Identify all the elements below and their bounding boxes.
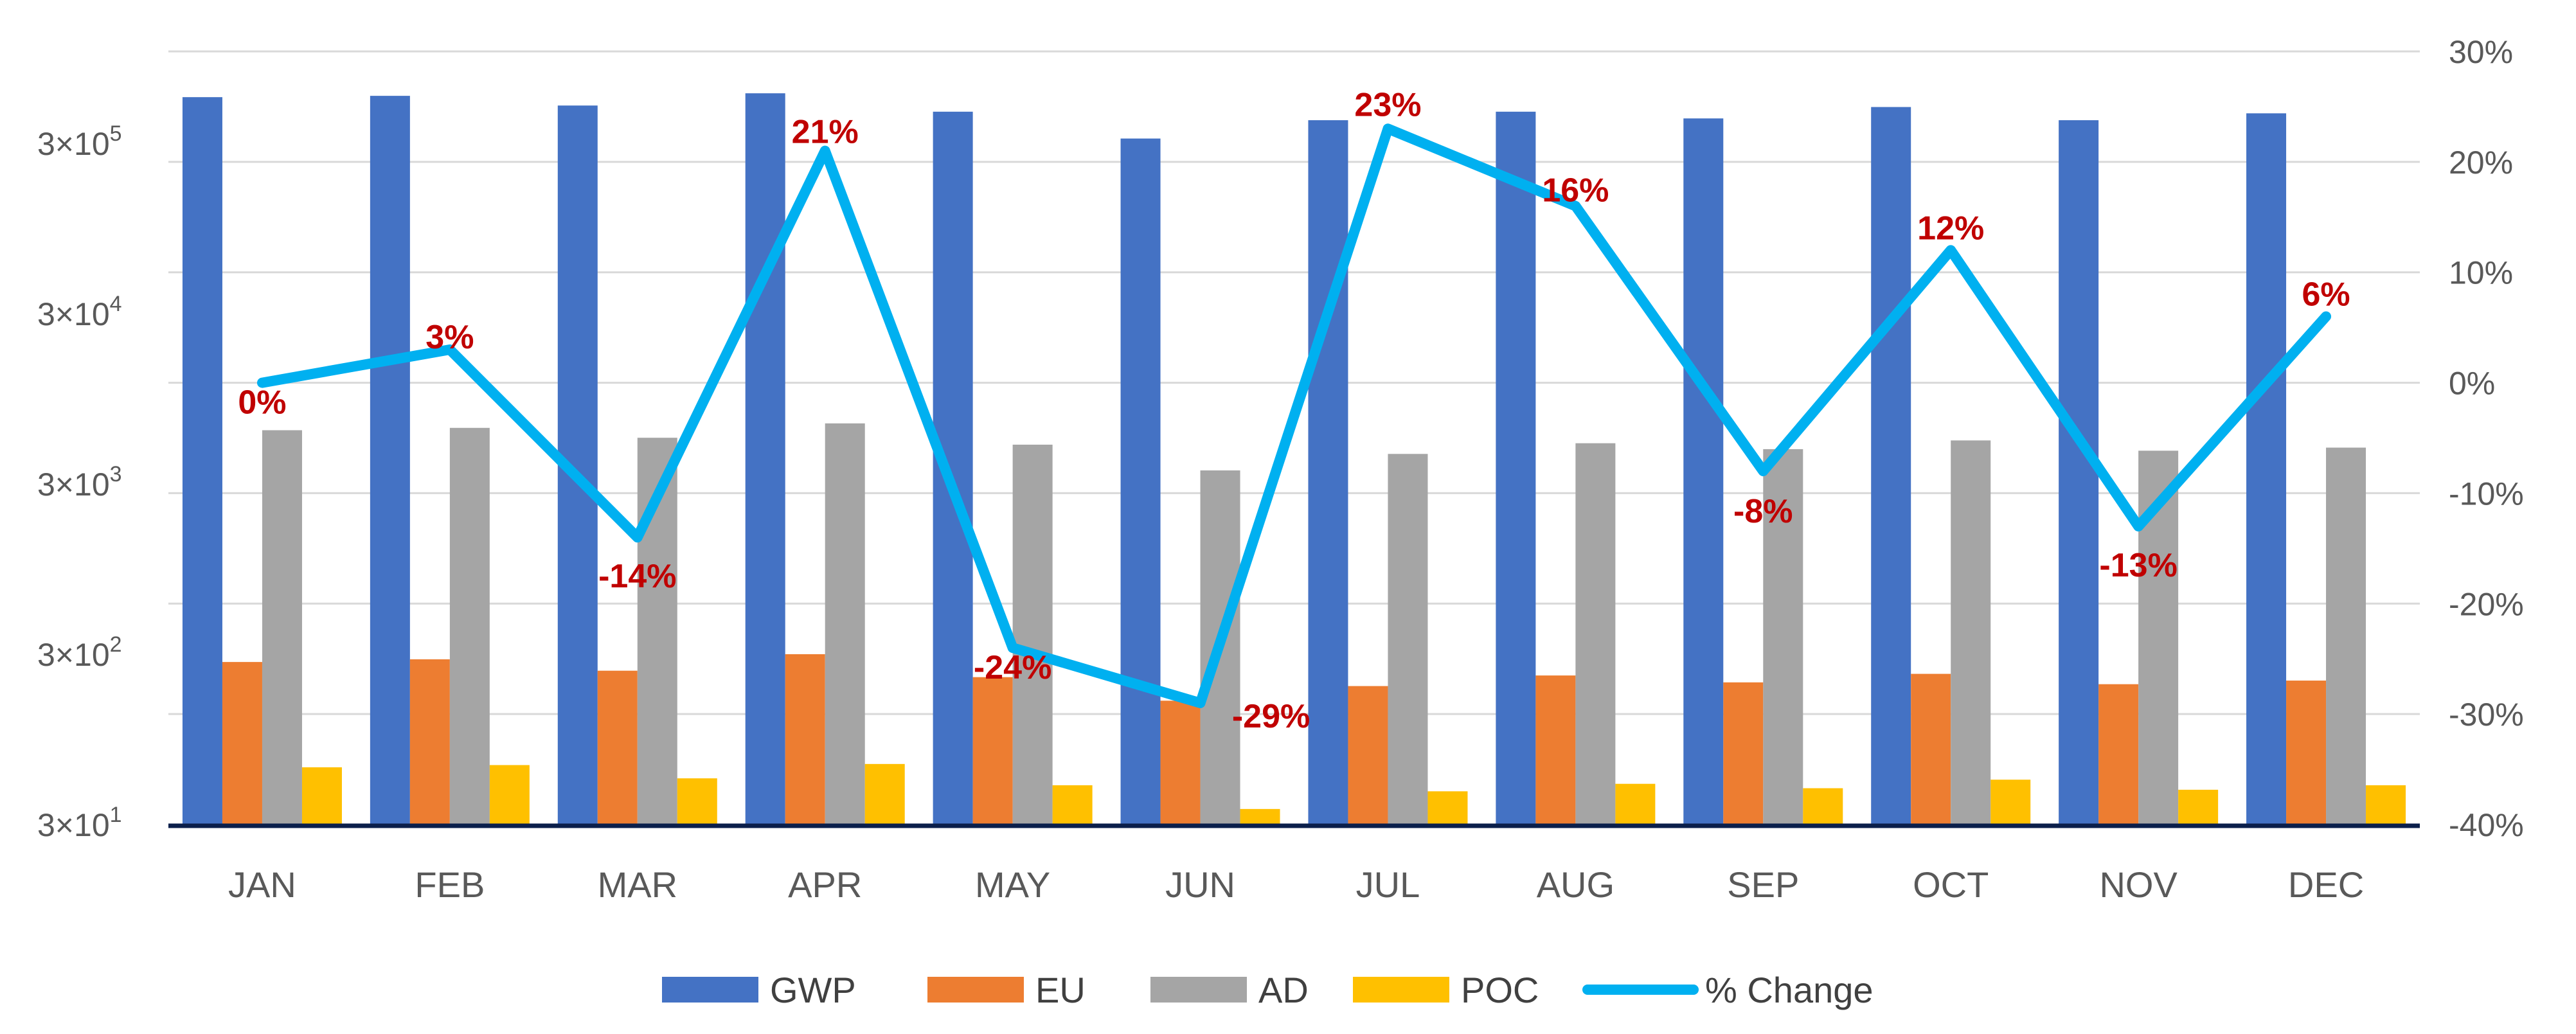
pct-change-label: 16% xyxy=(1542,172,1609,209)
category-labels: JAN FEB MAR APR MAY JUN JUL AUG SEP OCT NOV DEC xyxy=(228,864,2364,905)
legend-swatch-eu xyxy=(927,977,1024,1003)
pct-change-label: -14% xyxy=(598,558,676,595)
category-label: MAY xyxy=(975,864,1050,905)
category-label: JAN xyxy=(228,864,296,905)
legend-swatch-gwp xyxy=(662,977,758,1003)
bar-eu-dec xyxy=(2286,681,2327,825)
legend-label: POC xyxy=(1461,970,1539,1010)
bar-gwp-dec xyxy=(2246,113,2287,825)
legend-label: % Change xyxy=(1705,970,1874,1010)
pct-change-label: -8% xyxy=(1733,493,1793,530)
pct-change-label: -13% xyxy=(2099,547,2177,584)
bar-gwp-oct xyxy=(1871,107,1911,825)
bar-poc-feb xyxy=(489,765,530,825)
bar-ad-feb xyxy=(449,427,490,825)
bar-eu-apr xyxy=(785,654,825,825)
bar-poc-dec xyxy=(2366,785,2406,825)
bar-ad-jul xyxy=(1388,454,1428,825)
bar-gwp-jul xyxy=(1308,120,1348,825)
pct-change-label: 3% xyxy=(425,319,474,356)
bar-poc-jul xyxy=(1427,791,1468,825)
pct-change-line-group xyxy=(256,123,2332,708)
bar-gwp-aug xyxy=(1496,111,1536,825)
bar-ad-oct xyxy=(1951,440,1991,825)
legend: GWP EU AD POC % Change xyxy=(662,970,1874,1010)
y2-tick-label: -20% xyxy=(2449,586,2524,622)
bar-gwp-may xyxy=(933,111,973,825)
category-label: OCT xyxy=(1913,864,1989,905)
bar-poc-nov xyxy=(2178,789,2219,825)
y-tick-label: 3×104 xyxy=(37,292,122,332)
bar-poc-may xyxy=(1052,785,1093,825)
bar-gwp-apr xyxy=(745,93,785,825)
bar-eu-mar xyxy=(597,670,638,825)
bar-poc-jun xyxy=(1240,808,1280,825)
pct-change-label: -24% xyxy=(974,649,1051,686)
pct-change-label: 23% xyxy=(1354,86,1421,123)
bar-ad-sep xyxy=(1763,449,1803,825)
pct-change-line xyxy=(256,123,2332,708)
y-tick-label: 3×105 xyxy=(37,121,122,162)
bar-eu-sep xyxy=(1723,682,1764,825)
bar-gwp-feb xyxy=(370,96,410,825)
bar-ad-dec xyxy=(2326,447,2366,825)
bar-gwp-jun xyxy=(1120,138,1161,825)
y-axis-right: -40% -30% -20% -10% 0% 10% 20% 30% xyxy=(2449,34,2524,843)
y2-tick-label: 0% xyxy=(2449,366,2495,402)
bar-eu-jun xyxy=(1160,700,1201,825)
bar-eu-jul xyxy=(1348,686,1388,825)
y-tick-label: 3×101 xyxy=(37,803,122,843)
bar-gwp-sep xyxy=(1683,118,1724,825)
bar-eu-aug xyxy=(1535,675,1576,825)
y2-tick-label: 30% xyxy=(2449,34,2513,70)
y2-tick-label: -30% xyxy=(2449,697,2524,733)
category-label: NOV xyxy=(2099,864,2178,905)
pct-change-label: 21% xyxy=(792,114,859,151)
bar-eu-oct xyxy=(1911,673,1951,825)
category-label: SEP xyxy=(1727,864,1799,905)
category-label: MAR xyxy=(598,864,677,905)
legend-label: AD xyxy=(1258,970,1309,1010)
pct-change-label: -29% xyxy=(1232,698,1310,735)
bar-eu-feb xyxy=(409,659,450,825)
legend-label: EU xyxy=(1035,970,1086,1010)
bar-ad-apr xyxy=(825,423,865,825)
category-label: AUG xyxy=(1537,864,1614,905)
category-label: DEC xyxy=(2288,864,2364,905)
legend-swatch-ad xyxy=(1150,977,1247,1003)
bar-poc-jan xyxy=(301,767,342,825)
bar-gwp-jan xyxy=(182,97,222,825)
pct-change-labels: 0% 3% -14% 21% -24% -29% 23% 16% -8% 12% -13% 6% xyxy=(238,86,2350,735)
gridlines xyxy=(168,50,2420,715)
category-label: FEB xyxy=(415,864,485,905)
bar-eu-jan xyxy=(222,662,262,825)
y2-tick-label: 20% xyxy=(2449,145,2513,181)
y-axis-left: 3×101 3×102 3×103 3×104 3×105 xyxy=(37,121,122,843)
y-tick-label: 3×103 xyxy=(37,462,122,503)
category-label: JUL xyxy=(1356,864,1420,905)
bar-poc-oct xyxy=(1990,780,2031,825)
bar-ad-aug xyxy=(1575,443,1616,825)
bar-eu-may xyxy=(972,677,1013,825)
y2-tick-label: -40% xyxy=(2449,807,2524,843)
bar-eu-nov xyxy=(2098,684,2139,825)
bar-ad-jan xyxy=(262,430,302,825)
y-tick-label: 3×102 xyxy=(37,632,122,673)
bar-poc-sep xyxy=(1803,788,1843,825)
category-label: APR xyxy=(788,864,862,905)
pct-change-label: 0% xyxy=(238,384,286,422)
bar-poc-aug xyxy=(1615,783,1656,825)
pct-change-label: 12% xyxy=(1917,209,1984,247)
legend-swatch-poc xyxy=(1353,977,1449,1003)
legend-label: GWP xyxy=(770,970,856,1010)
category-label: JUN xyxy=(1165,864,1235,905)
bar-poc-mar xyxy=(677,778,717,825)
pct-change-label: 6% xyxy=(2302,276,2350,313)
y2-tick-label: -10% xyxy=(2449,476,2524,512)
y2-tick-label: 10% xyxy=(2449,255,2513,291)
bar-ad-may xyxy=(1012,444,1053,825)
bar-poc-apr xyxy=(864,763,905,825)
bar-gwp-nov xyxy=(2059,120,2099,825)
